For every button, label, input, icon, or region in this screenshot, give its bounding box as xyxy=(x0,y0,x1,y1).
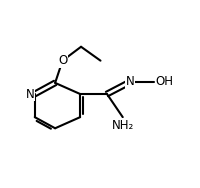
Text: OH: OH xyxy=(154,75,172,89)
Text: N: N xyxy=(125,75,134,89)
Text: N: N xyxy=(26,87,34,101)
Text: O: O xyxy=(58,54,67,67)
Text: NH₂: NH₂ xyxy=(111,119,133,132)
